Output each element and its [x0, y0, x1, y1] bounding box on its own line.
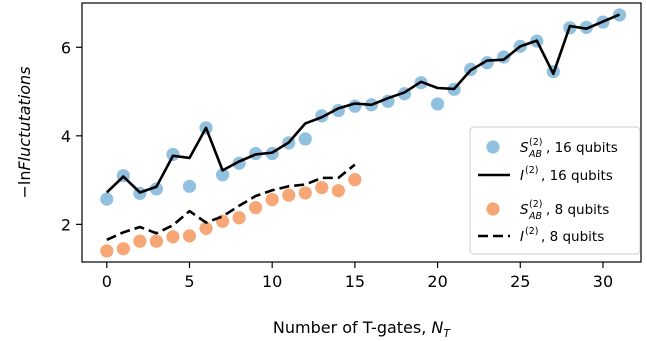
legend-label-2: S(2) AB, 8 qubits [520, 199, 609, 222]
series-layer [100, 8, 627, 258]
data-point-s0-20 [430, 97, 445, 111]
data-point-s2-2 [133, 234, 147, 248]
data-point-s2-13 [315, 181, 329, 195]
y-tick-label-4: 4 [61, 127, 71, 146]
y-tick-label-6: 6 [61, 38, 71, 57]
data-point-s2-6 [199, 221, 213, 235]
x-tick-label-25: 25 [510, 272, 530, 291]
x-tick-label-20: 20 [427, 272, 447, 291]
x-axis: 0 5 10 15 20 25 30 [102, 262, 613, 291]
data-point-s2-5 [182, 229, 197, 243]
x-tick-label-10: 10 [262, 272, 282, 291]
data-point-s0-7 [215, 168, 230, 182]
data-point-s2-8 [232, 211, 246, 225]
legend-box [469, 126, 641, 255]
x-axis-label-subscript: T [443, 327, 451, 340]
data-point-s0-3 [149, 182, 164, 196]
data-point-s0-4 [166, 147, 180, 162]
legend: S(2) AB, 16 qubits I(2), 16 qubits S(2) AB, … [469, 126, 641, 255]
data-point-s2-14 [331, 184, 345, 198]
y-axis-label-prefix: −ln [15, 171, 34, 199]
data-point-s2-4 [166, 230, 180, 244]
data-point-s2-10 [265, 192, 279, 207]
data-point-s0-5 [182, 179, 197, 193]
x-axis-label-prefix: Number of T-gates, [273, 318, 432, 337]
data-point-s2-15 [348, 173, 362, 187]
data-point-s2-12 [298, 186, 312, 200]
x-tick-label-15: 15 [345, 272, 365, 291]
data-point-s2-1 [116, 242, 130, 256]
legend-marker-0 [486, 140, 500, 154]
data-point-s2-7 [215, 214, 230, 228]
x-tick-label-30: 30 [593, 272, 613, 291]
y-axis-label: −lnFluctutations [15, 66, 34, 198]
legend-label-3: I(2), 8 qubits [520, 226, 604, 245]
y-axis-label-italic: Fluctutations [15, 66, 34, 170]
x-tick-label-5: 5 [184, 272, 194, 291]
plot-frame [81, 2, 642, 263]
legend-label-1: I(2), 16 qubits [520, 165, 613, 184]
y-axis: 2 4 6 [61, 38, 82, 234]
x-tick-label-0: 0 [102, 272, 112, 291]
legend-marker-2 [486, 202, 500, 216]
data-point-s2-9 [249, 200, 263, 215]
data-point-s2-11 [282, 188, 296, 202]
legend-label-0: S(2) AB, 16 qubits [520, 137, 618, 160]
x-axis-label: Number of T-gates, NT [273, 318, 452, 340]
series-line-1 [105, 13, 621, 194]
y-tick-label-2: 2 [61, 215, 71, 234]
data-point-s0-0 [100, 192, 114, 206]
series-line-3 [106, 163, 356, 242]
data-point-s2-3 [149, 234, 164, 248]
data-point-s0-12 [298, 132, 312, 146]
data-point-s2-0 [100, 244, 114, 258]
x-axis-label-symbol: N [431, 318, 443, 337]
